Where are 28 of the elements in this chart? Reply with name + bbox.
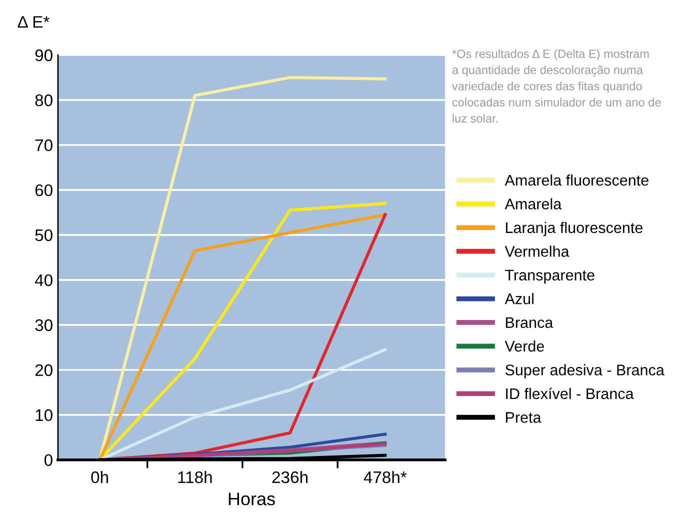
x-tick-label: 118h — [178, 470, 212, 484]
y-tick-label: 60 — [35, 184, 52, 196]
y-tick-label: 90 — [35, 49, 52, 62]
legend-label: Amarela — [504, 198, 562, 210]
y-tick-label: 50 — [35, 229, 52, 242]
legend-label: Amarela fluorescente — [504, 174, 648, 186]
x-tick-label: 0h — [91, 470, 108, 484]
legend-label: Super adesiva - Branca — [505, 364, 664, 378]
y-tick-label: 70 — [35, 139, 52, 152]
legend-label: Verde — [504, 340, 544, 352]
legend-label: Preta — [506, 412, 542, 423]
y-tick-label: 10 — [36, 409, 52, 422]
legend-label: Branca — [506, 317, 554, 328]
x-tick-label: 478h* — [364, 470, 407, 484]
y-axis-title: Δ E* — [18, 16, 50, 28]
legend-label: Vermelha — [504, 246, 570, 257]
x-tick-label: 236h — [272, 470, 308, 484]
legend-label: Laranja fluorescente — [506, 222, 642, 236]
y-tick-label: 0 — [44, 454, 52, 466]
text: *Os resultados Δ E (Delta E) mostram a quantidade de descoloração numa variedade de cores das fitas quando colocadas num simulador de um ano de luz solar. — [452, 49, 661, 123]
x-axis-title: Horas — [228, 492, 275, 506]
legend-label: Azul — [504, 293, 534, 304]
legend-label: Transparente — [505, 270, 594, 284]
y-tick-label: 30 — [35, 319, 52, 332]
legend-label: ID flexível - Branca — [506, 388, 634, 400]
y-tick-label: 80 — [35, 94, 52, 106]
y-tick-label: 40 — [34, 274, 52, 286]
y-tick-label: 20 — [35, 364, 52, 376]
